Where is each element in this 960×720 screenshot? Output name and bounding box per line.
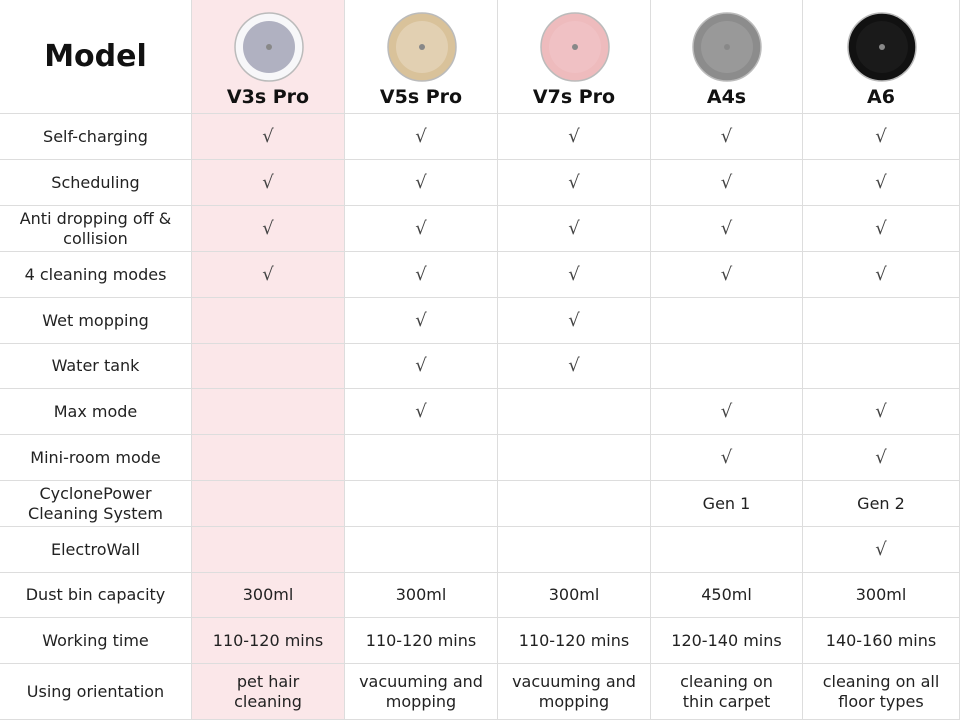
- table-cell: [192, 389, 345, 435]
- table-cell: √: [345, 114, 498, 160]
- table-cell: √: [498, 114, 651, 160]
- table-cell: cleaning on all floor types: [803, 664, 960, 720]
- row-label: Working time: [0, 618, 192, 664]
- table-cell: [803, 344, 960, 389]
- table-cell: [345, 527, 498, 573]
- table-cell: √: [803, 252, 960, 298]
- table-cell: 110-120 mins: [345, 618, 498, 664]
- table-cell: √: [192, 114, 345, 160]
- table-cell: √: [498, 344, 651, 389]
- model-name: V7s Pro: [498, 0, 651, 114]
- table-cell: 300ml: [192, 573, 345, 618]
- table-cell: [498, 435, 651, 481]
- table-cell: √: [192, 206, 345, 252]
- table-cell: [651, 298, 803, 344]
- table-cell: √: [345, 206, 498, 252]
- table-cell: vacuuming and mopping: [498, 664, 651, 720]
- row-label: Dust bin capacity: [0, 573, 192, 618]
- table-cell: √: [498, 252, 651, 298]
- model-name: A4s: [651, 0, 803, 114]
- table-cell: pet hair cleaning: [192, 664, 345, 720]
- table-cell: cleaning on thin carpet: [651, 664, 803, 720]
- table-cell: Gen 1: [651, 481, 803, 527]
- table-cell: [192, 527, 345, 573]
- row-label: Scheduling: [0, 160, 192, 206]
- table-cell: √: [803, 160, 960, 206]
- row-label: Using orientation: [0, 664, 192, 720]
- table-cell: √: [498, 298, 651, 344]
- table-cell: √: [803, 206, 960, 252]
- table-cell: [192, 435, 345, 481]
- table-cell: √: [192, 252, 345, 298]
- table-cell: [192, 344, 345, 389]
- table-cell: 300ml: [498, 573, 651, 618]
- table-cell: 110-120 mins: [192, 618, 345, 664]
- robot-icon: [386, 12, 457, 82]
- table-cell: √: [345, 160, 498, 206]
- table-cell: √: [345, 298, 498, 344]
- table-cell: √: [651, 160, 803, 206]
- table-cell: √: [803, 114, 960, 160]
- table-cell: √: [651, 206, 803, 252]
- table-cell: √: [192, 160, 345, 206]
- table-cell: [498, 389, 651, 435]
- table-cell: √: [803, 435, 960, 481]
- robot-icon: [539, 12, 610, 82]
- robot-icon: [692, 12, 762, 82]
- row-label: 4 cleaning modes: [0, 252, 192, 298]
- table-cell: 120-140 mins: [651, 618, 803, 664]
- table-cell: √: [651, 114, 803, 160]
- table-cell: √: [803, 389, 960, 435]
- table-cell: √: [345, 389, 498, 435]
- table-cell: [803, 298, 960, 344]
- row-label: ElectroWall: [0, 527, 192, 573]
- table-cell: [651, 527, 803, 573]
- table-cell: 300ml: [803, 573, 960, 618]
- table-cell: √: [651, 435, 803, 481]
- row-label: Mini-room mode: [0, 435, 192, 481]
- row-label: Water tank: [0, 344, 192, 389]
- table-cell: √: [498, 206, 651, 252]
- table-cell: Gen 2: [803, 481, 960, 527]
- row-label: Max mode: [0, 389, 192, 435]
- row-label: CyclonePower Cleaning System: [0, 481, 192, 527]
- row-label: Anti dropping off & collision: [0, 206, 192, 252]
- table-cell: vacuuming and mopping: [345, 664, 498, 720]
- table-cell: √: [345, 344, 498, 389]
- row-label: Wet mopping: [0, 298, 192, 344]
- table-cell: 300ml: [345, 573, 498, 618]
- row-label: Self-charging: [0, 114, 192, 160]
- robot-icon: [233, 12, 304, 82]
- table-cell: [498, 527, 651, 573]
- robot-icon: [846, 12, 917, 82]
- table-cell: [345, 481, 498, 527]
- table-cell: √: [651, 389, 803, 435]
- model-name: V5s Pro: [345, 0, 498, 114]
- table-cell: 450ml: [651, 573, 803, 618]
- table-cell: √: [803, 527, 960, 573]
- table-cell: [345, 435, 498, 481]
- table-cell: √: [651, 252, 803, 298]
- table-cell: √: [345, 252, 498, 298]
- header-title: Model: [0, 0, 192, 114]
- table-cell: 140-160 mins: [803, 618, 960, 664]
- table-cell: [651, 344, 803, 389]
- table-cell: √: [498, 160, 651, 206]
- table-cell: [498, 481, 651, 527]
- table-cell: [192, 298, 345, 344]
- table-cell: [192, 481, 345, 527]
- table-cell: 110-120 mins: [498, 618, 651, 664]
